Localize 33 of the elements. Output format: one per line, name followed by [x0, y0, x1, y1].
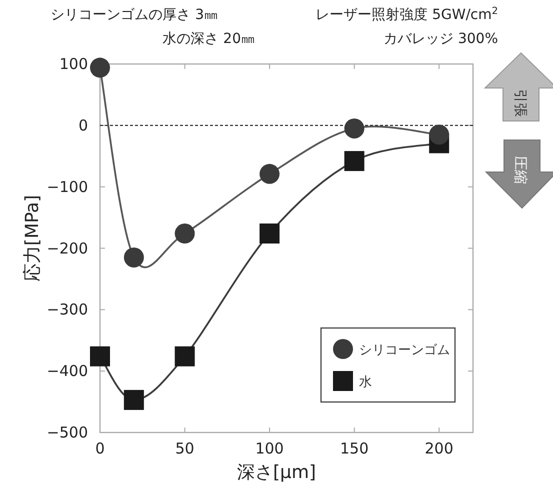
point — [174, 346, 195, 366]
text: カバレッジ 300% — [384, 31, 498, 47]
point — [429, 124, 450, 145]
y-tick-label: −300 — [46, 300, 88, 319]
text: レーザー照射強度 5GW/cm$^{2}$ — [316, 6, 498, 23]
y-axis-title: 応力[MPa] — [22, 194, 43, 282]
point — [124, 390, 144, 410]
y-tick-label: 100 — [59, 55, 88, 73]
x-tick-label: 0 — [95, 440, 105, 458]
point — [260, 224, 280, 244]
x-tick-label: 150 — [340, 440, 369, 458]
x-tick-label: 50 — [175, 440, 194, 458]
text: 圧縮 — [512, 156, 528, 184]
point — [174, 224, 195, 244]
text: シリコーンゴムの厚さ 3㎜ — [50, 7, 218, 23]
point — [90, 346, 110, 366]
point — [344, 151, 364, 172]
y-tick-label: −400 — [46, 362, 88, 380]
x-tick-label: 100 — [255, 440, 284, 458]
y-tick-label: 0 — [78, 116, 88, 134]
y-tick-label: −500 — [46, 424, 88, 442]
text: 引張 — [512, 89, 528, 117]
y-tick-label: −200 — [46, 239, 88, 258]
legend-label: 水 — [359, 375, 372, 390]
point — [344, 118, 364, 138]
text: 水の深さ 20㎜ — [162, 31, 255, 47]
legend-label: シリコーンゴム — [359, 343, 450, 358]
y-tick-label: −100 — [46, 178, 88, 196]
point — [90, 58, 110, 78]
point — [260, 164, 280, 184]
x-axis-title: 深さ[μm] — [236, 462, 316, 483]
point — [124, 247, 144, 268]
x-tick-label: 200 — [424, 440, 454, 458]
